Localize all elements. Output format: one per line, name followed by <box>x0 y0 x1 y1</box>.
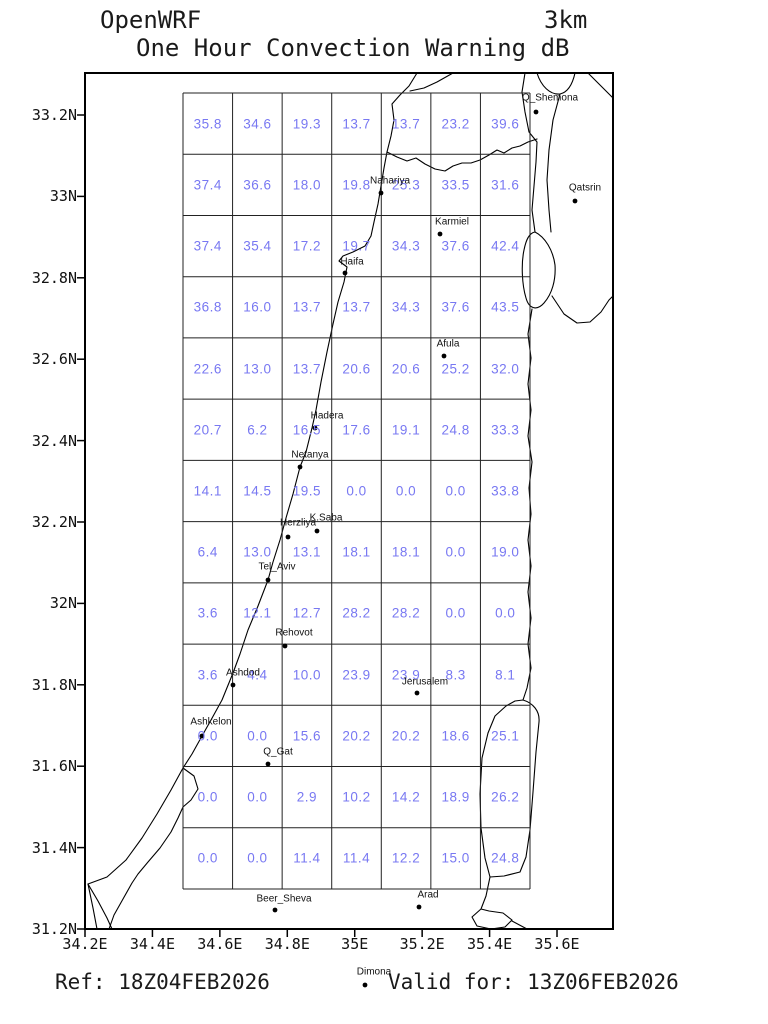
city-dot <box>297 464 303 470</box>
syria-border-path <box>587 72 614 99</box>
lebanon-border-path <box>386 138 538 172</box>
egypt-border-path <box>87 883 113 930</box>
hula-valley-top-path <box>536 72 576 95</box>
litani-river-path <box>409 72 454 92</box>
city-dot <box>265 577 271 583</box>
egypt-border-path-2 <box>87 883 98 930</box>
city-dot <box>199 733 205 739</box>
city-dot <box>272 907 278 913</box>
axis-ticks <box>77 114 558 937</box>
plot-frame <box>84 72 614 930</box>
sea-of-galilee <box>521 231 556 309</box>
coastline-path <box>87 72 418 885</box>
city-dot <box>342 270 348 276</box>
city-dot <box>230 682 236 688</box>
city-dot <box>533 109 539 115</box>
city-dot <box>437 231 443 237</box>
data-grid-lines <box>182 92 531 890</box>
model-title: OpenWRF <box>100 6 202 34</box>
city-dot <box>414 690 420 696</box>
city-dots <box>199 109 578 988</box>
city-dot <box>312 425 318 431</box>
city-dot <box>265 761 271 767</box>
arava-line-path <box>511 920 528 930</box>
city-dot <box>314 528 320 534</box>
city-dot <box>416 904 422 910</box>
city-dot <box>282 643 288 649</box>
city-dot <box>378 190 384 196</box>
city-dot <box>441 353 447 359</box>
city-dot <box>362 982 368 988</box>
city-dot <box>285 534 291 540</box>
resolution-label: 3km <box>544 6 588 34</box>
yarmouk-border-path <box>551 295 614 324</box>
city-dot <box>572 198 578 204</box>
hula-valley-west-path <box>521 72 538 233</box>
ref-time: Ref: 18Z04FEB2026 <box>55 970 270 994</box>
gaza-border-path <box>108 767 199 930</box>
chart-subtitle: One Hour Convection Warning dB <box>136 34 570 62</box>
hula-valley-east-path <box>546 93 561 233</box>
valid-time: Valid for: 13Z06FEB2026 <box>388 970 679 994</box>
jordan-river-path <box>522 308 533 701</box>
dead-sea-south-path <box>471 876 513 930</box>
